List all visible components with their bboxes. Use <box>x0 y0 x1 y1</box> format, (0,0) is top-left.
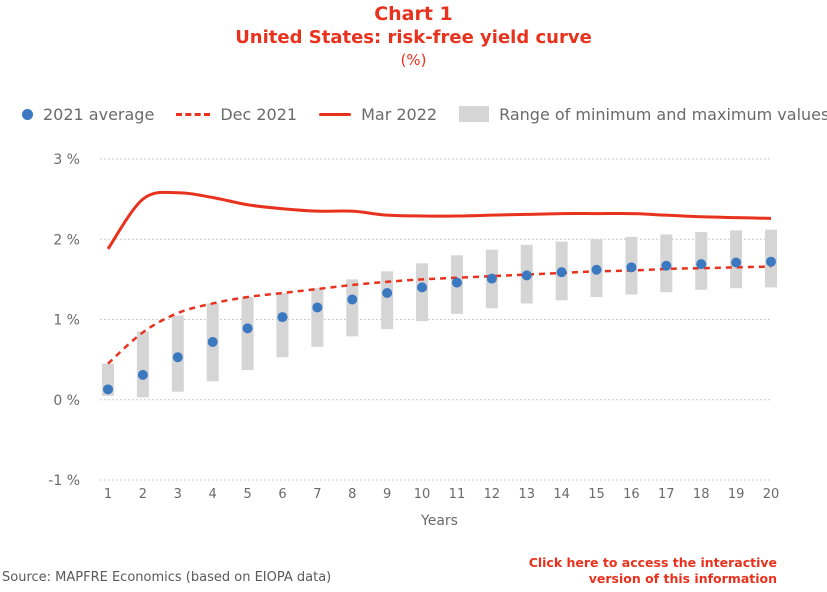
data-point-2021-average <box>417 282 428 293</box>
interactive-version-link[interactable]: Click here to access the interactive ver… <box>529 555 777 587</box>
data-point-2021-average <box>661 260 672 271</box>
legend-item-dec-2021: Dec 2021 <box>176 105 297 124</box>
chart-legend: 2021 average Dec 2021 Mar 2022 Range of … <box>22 102 827 126</box>
legend-label: Mar 2022 <box>361 104 438 124</box>
x-tick-label: 10 <box>414 487 431 502</box>
x-tick-label: 7 <box>313 487 321 502</box>
range-bar <box>311 288 324 347</box>
range-bar <box>346 279 359 337</box>
x-tick-label: 11 <box>449 487 466 502</box>
chart-unit: (%) <box>400 51 427 69</box>
x-tick-label: 5 <box>243 487 251 502</box>
data-point-2021-average <box>591 264 602 275</box>
x-tick-label: 6 <box>278 487 286 502</box>
chart-number: Chart 1 <box>374 3 453 25</box>
series-line-mar-2022 <box>106 190 772 250</box>
data-point-2021-average <box>137 369 148 380</box>
data-point-2021-average <box>696 259 707 270</box>
data-point-2021-average <box>172 352 183 363</box>
data-point-2021-average <box>382 288 393 299</box>
x-tick-label: 12 <box>484 487 501 502</box>
legend-item-2021-average: 2021 average <box>22 105 154 124</box>
legend-label: Dec 2021 <box>220 104 298 124</box>
range-bar <box>136 331 149 398</box>
x-tick-label: 18 <box>693 487 710 502</box>
legend-label: 2021 average <box>43 104 155 124</box>
x-tick-label: 20 <box>763 487 780 502</box>
data-point-2021-average <box>521 270 532 281</box>
x-tick-label: 16 <box>623 487 640 502</box>
x-axis-label: Years <box>420 513 458 529</box>
data-point-2021-average <box>242 323 253 334</box>
x-tick-label: 3 <box>174 487 182 502</box>
x-tick-label: 1 <box>104 487 112 502</box>
y-tick-label: 0 % <box>53 393 80 409</box>
data-point-2021-average <box>626 262 637 273</box>
link-line-1[interactable]: Click here to access the interactive <box>528 555 777 570</box>
data-point-2021-average <box>312 302 323 313</box>
x-tick-label: 15 <box>588 487 605 502</box>
legend-dot-icon <box>22 108 33 120</box>
y-tick-label: -1 % <box>48 473 80 489</box>
legend-dashed-line-icon <box>176 112 211 116</box>
data-point-2021-average <box>277 312 288 323</box>
x-tick-label: 2 <box>139 487 147 502</box>
legend-item-range: Range of minimum and maximum values <box>459 105 827 124</box>
chart-title: United States: risk-free yield curve <box>235 27 592 48</box>
x-tick-label: 19 <box>728 487 745 502</box>
x-tick-label: 8 <box>348 487 356 502</box>
y-tick-label: 1 % <box>53 313 80 329</box>
data-point-2021-average <box>347 294 358 305</box>
range-bar <box>241 297 254 371</box>
data-point-2021-average <box>556 267 567 278</box>
data-point-2021-average <box>731 257 742 268</box>
x-tick-label: 17 <box>658 487 675 502</box>
legend-label: Range of minimum and maximum values <box>499 104 827 124</box>
x-tick-label: 9 <box>383 487 391 502</box>
data-point-2021-average <box>207 336 218 347</box>
x-tick-label: 13 <box>518 487 535 502</box>
source-note: Source: MAPFRE Economics (based on EIOPA… <box>2 570 332 585</box>
link-line-2[interactable]: version of this information <box>588 571 777 586</box>
y-tick-label: 2 % <box>53 232 80 248</box>
data-point-2021-average <box>766 256 776 267</box>
range-bar <box>276 293 289 358</box>
legend-solid-line-icon <box>319 112 352 116</box>
data-point-2021-average <box>451 277 462 288</box>
data-point-2021-average <box>103 384 113 395</box>
legend-range-bar-icon <box>459 106 490 122</box>
data-point-2021-average <box>486 273 497 284</box>
legend-item-mar-2022: Mar 2022 <box>319 105 437 124</box>
y-tick-label: 3 % <box>53 152 80 168</box>
range-bar <box>381 271 394 330</box>
x-tick-label: 14 <box>553 487 570 502</box>
x-tick-label: 4 <box>209 487 217 502</box>
